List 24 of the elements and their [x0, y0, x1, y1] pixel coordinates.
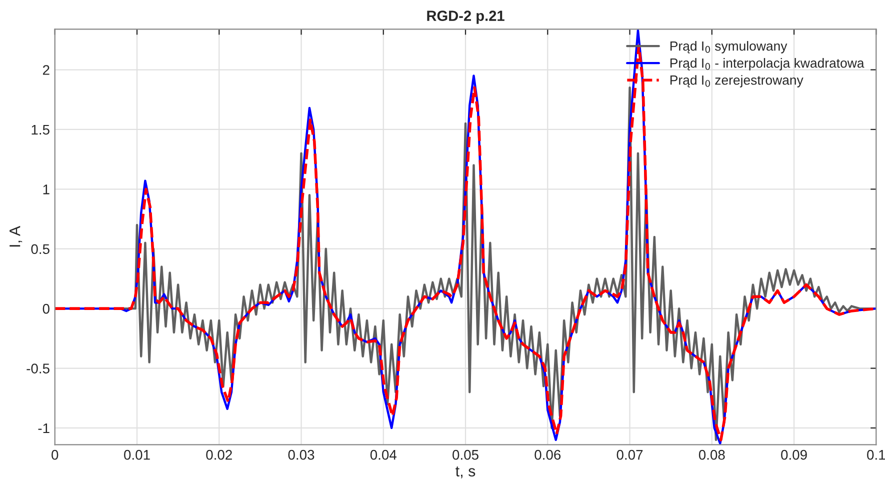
legend-label: Prąd I$_{0}$ symulowany [670, 41, 788, 54]
x-tick-label: 0.1 [867, 450, 885, 460]
x-tick-label: 0.04 [370, 450, 396, 460]
legend-label: Prąd I$_{0}$ - interpolacja kwadratowa [670, 58, 864, 70]
x-tick-label: 0.07 [616, 450, 643, 460]
y-tick-label: 0 [42, 304, 50, 314]
x-tick-label: 0.05 [452, 450, 478, 460]
legend-label: Prąd I$_{0}$ zerejestrowany [670, 75, 804, 88]
y-tick-label: -0.5 [26, 364, 50, 374]
x-tick-label: 0 [52, 450, 58, 460]
y-tick-label: 1.5 [32, 124, 50, 135]
x-tick-label: 0.06 [534, 450, 561, 460]
y-axis-title: I, A [10, 226, 22, 247]
x-tick-label: 0.01 [124, 450, 150, 460]
x-tick-label: 0.03 [288, 450, 314, 460]
y-tick-label: 1 [43, 184, 50, 194]
chart-title: RGD-2 p.21 [427, 10, 504, 24]
y-tick-label: -1 [38, 423, 50, 434]
x-tick-label: 0.09 [781, 450, 807, 460]
x-axis-title: t, s [456, 466, 476, 478]
x-tick-label: 0.08 [698, 450, 725, 460]
y-tick-label: 0.5 [31, 244, 50, 254]
y-tick-label: 2 [42, 65, 50, 75]
x-tick-label: 0.02 [206, 450, 232, 460]
